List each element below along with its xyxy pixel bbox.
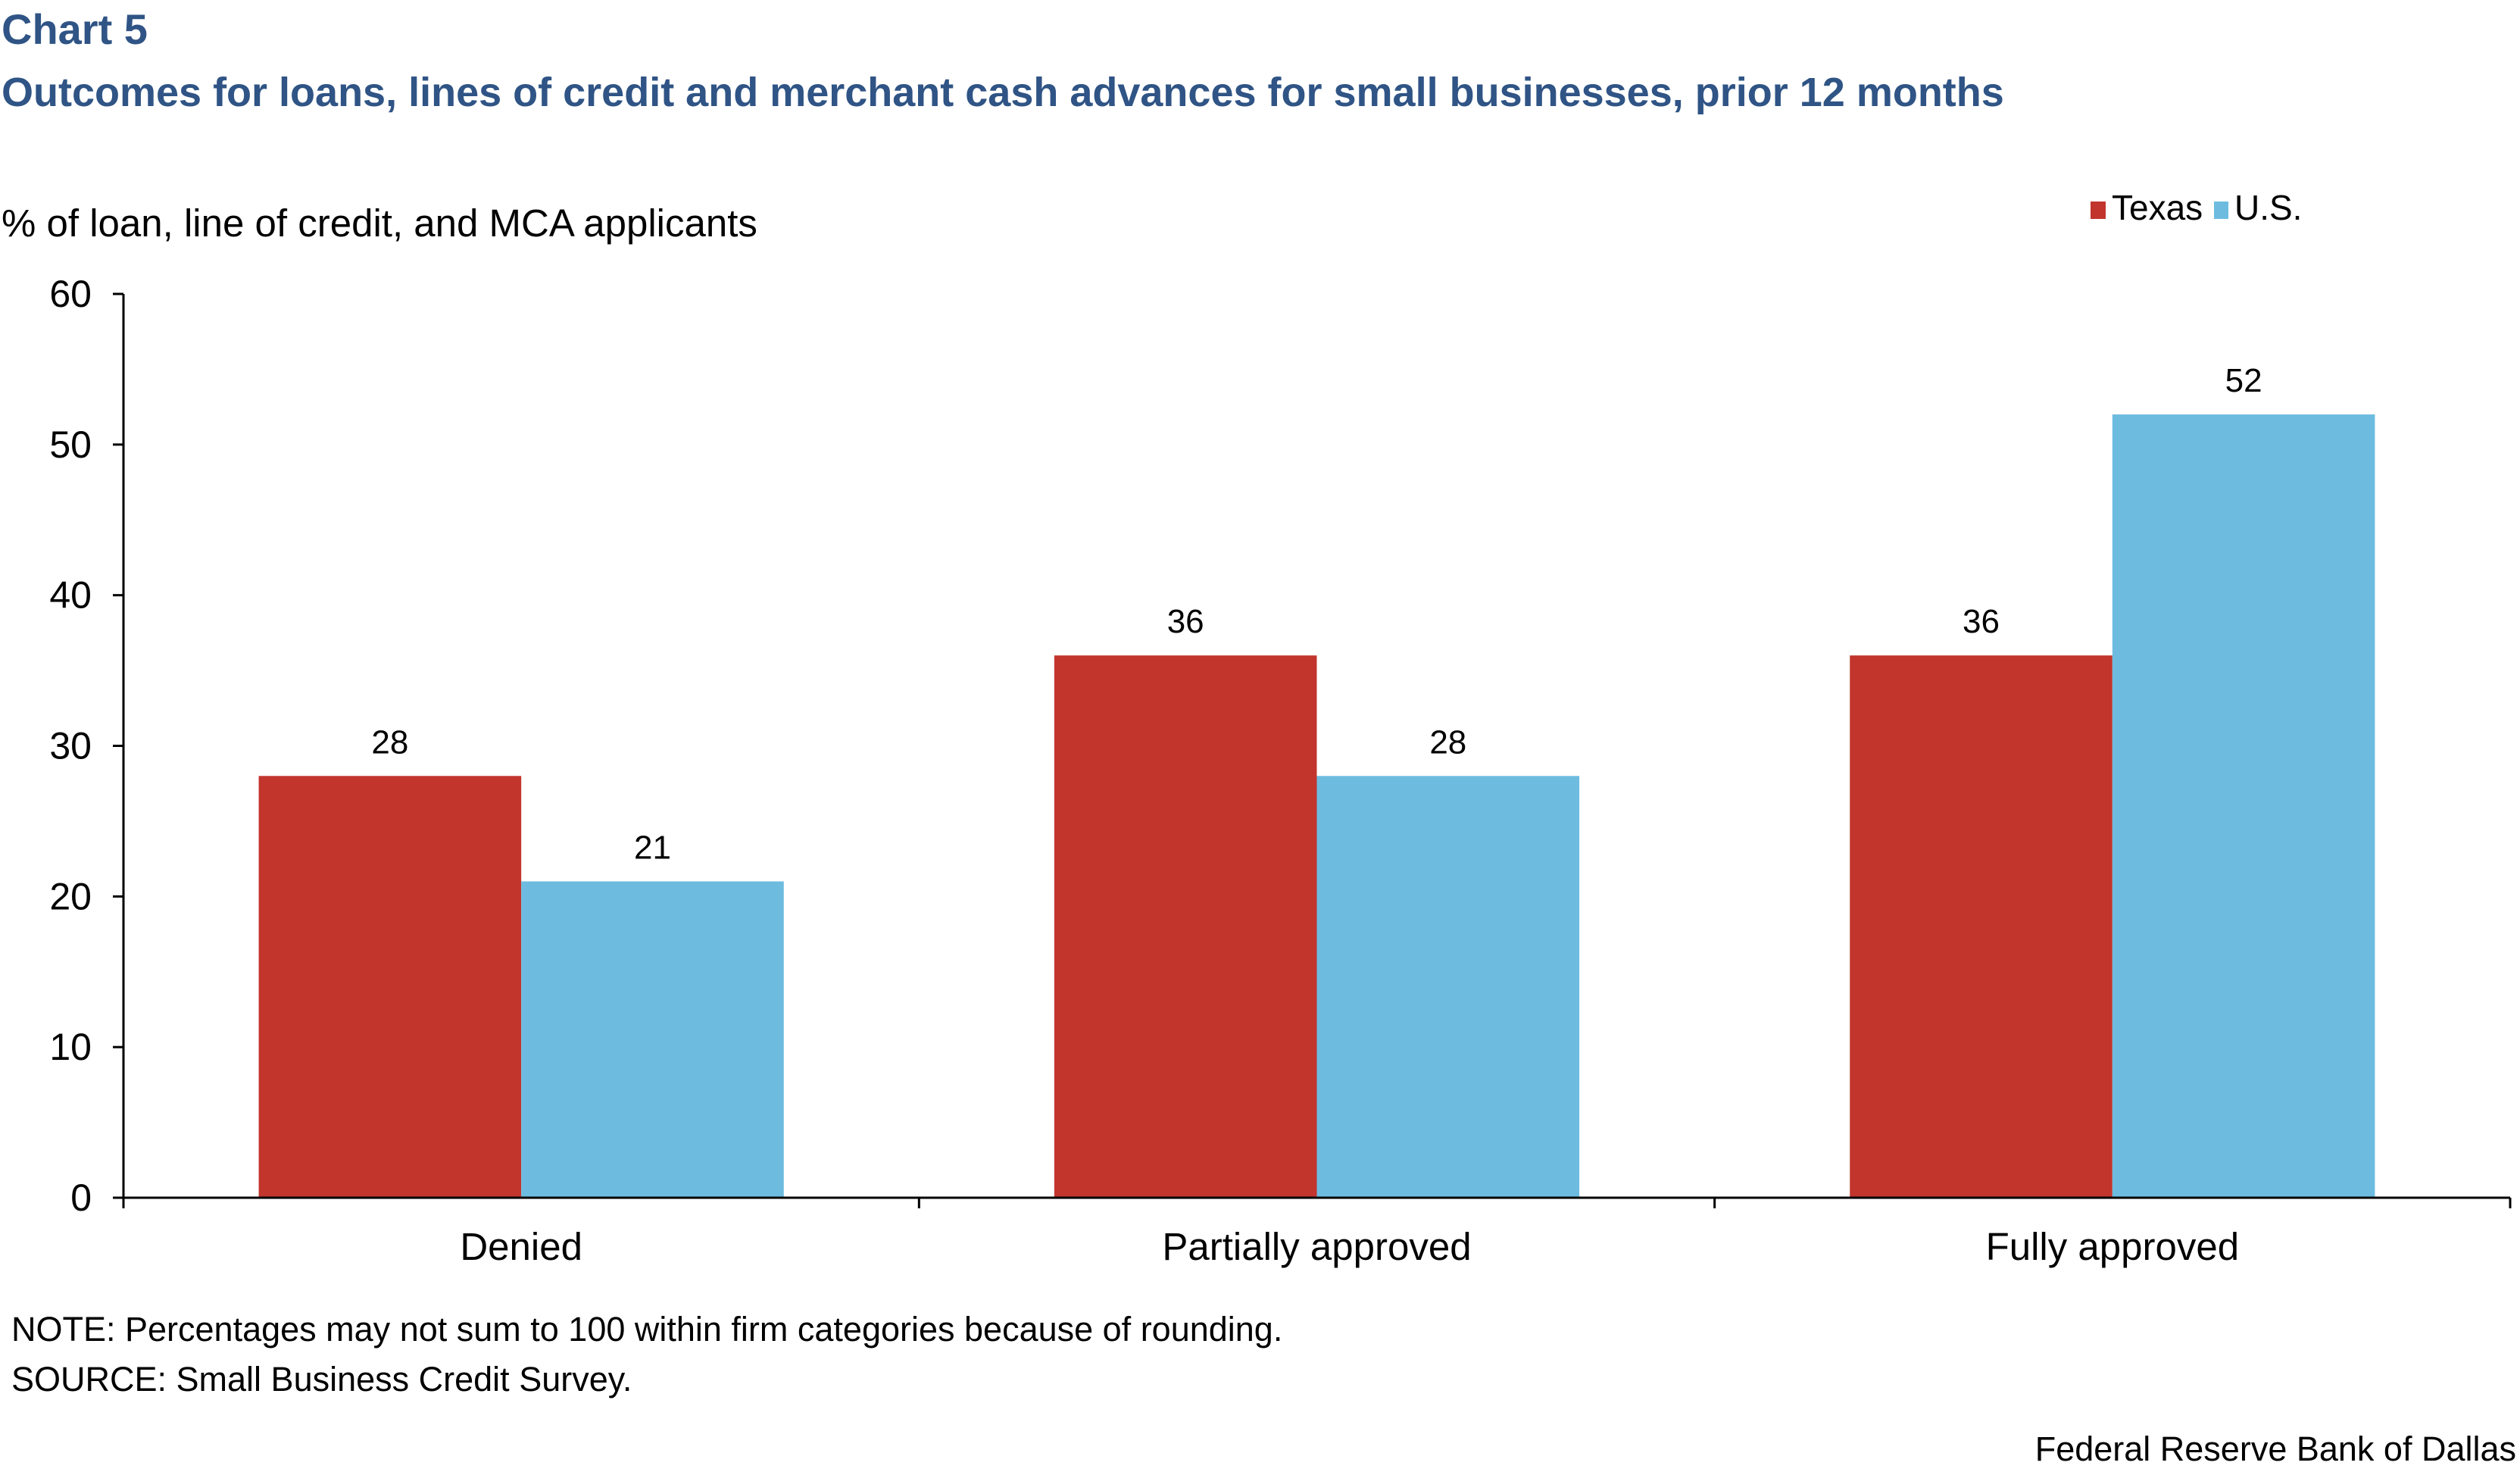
y-tick-label: 40 bbox=[49, 574, 92, 617]
y-axis-label: % of loan, line of credit, and MCA appli… bbox=[2, 202, 757, 245]
legend-label-us: U.S. bbox=[2234, 188, 2302, 227]
chart-title: Outcomes for loans, lines of credit and … bbox=[2, 70, 2004, 115]
data-label: 21 bbox=[634, 829, 671, 866]
x-tick-label: Denied bbox=[460, 1225, 582, 1268]
bar-texas bbox=[1850, 655, 2112, 1198]
data-label: 28 bbox=[1429, 723, 1466, 761]
source: SOURCE: Small Business Credit Survey. bbox=[11, 1360, 632, 1398]
y-tick-label: 30 bbox=[49, 725, 92, 767]
x-tick-label: Fully approved bbox=[1986, 1225, 2240, 1268]
bar-us bbox=[1316, 776, 1580, 1198]
bar-texas bbox=[258, 776, 522, 1198]
data-label: 52 bbox=[2225, 362, 2262, 399]
data-label: 36 bbox=[1963, 603, 2000, 640]
note: NOTE: Percentages may not sum to 100 wit… bbox=[11, 1310, 1282, 1348]
y-tick-label: 10 bbox=[49, 1026, 92, 1068]
legend-swatch-us bbox=[2214, 202, 2228, 219]
legend-swatch-texas bbox=[2091, 202, 2106, 219]
legend-label-texas: Texas bbox=[2112, 188, 2203, 227]
bar-us bbox=[2112, 414, 2375, 1198]
chart-number: Chart 5 bbox=[2, 5, 148, 53]
y-tick-label: 60 bbox=[49, 273, 92, 315]
y-tick-label: 20 bbox=[49, 875, 92, 917]
credit: Federal Reserve Bank of Dallas bbox=[2035, 1430, 2516, 1468]
bar-us bbox=[521, 881, 784, 1198]
data-label: 28 bbox=[371, 723, 408, 761]
legend: Texas U.S. bbox=[2091, 188, 2302, 227]
y-tick-label: 0 bbox=[70, 1177, 92, 1219]
x-tick-label: Partially approved bbox=[1162, 1225, 1471, 1268]
data-label: 36 bbox=[1167, 603, 1204, 640]
y-tick-label: 50 bbox=[49, 423, 92, 466]
plot-area: 0 10 20 30 40 50 60 28 21 Denied 36 28 Partially app… bbox=[49, 273, 2512, 1268]
bar-texas bbox=[1054, 655, 1317, 1198]
